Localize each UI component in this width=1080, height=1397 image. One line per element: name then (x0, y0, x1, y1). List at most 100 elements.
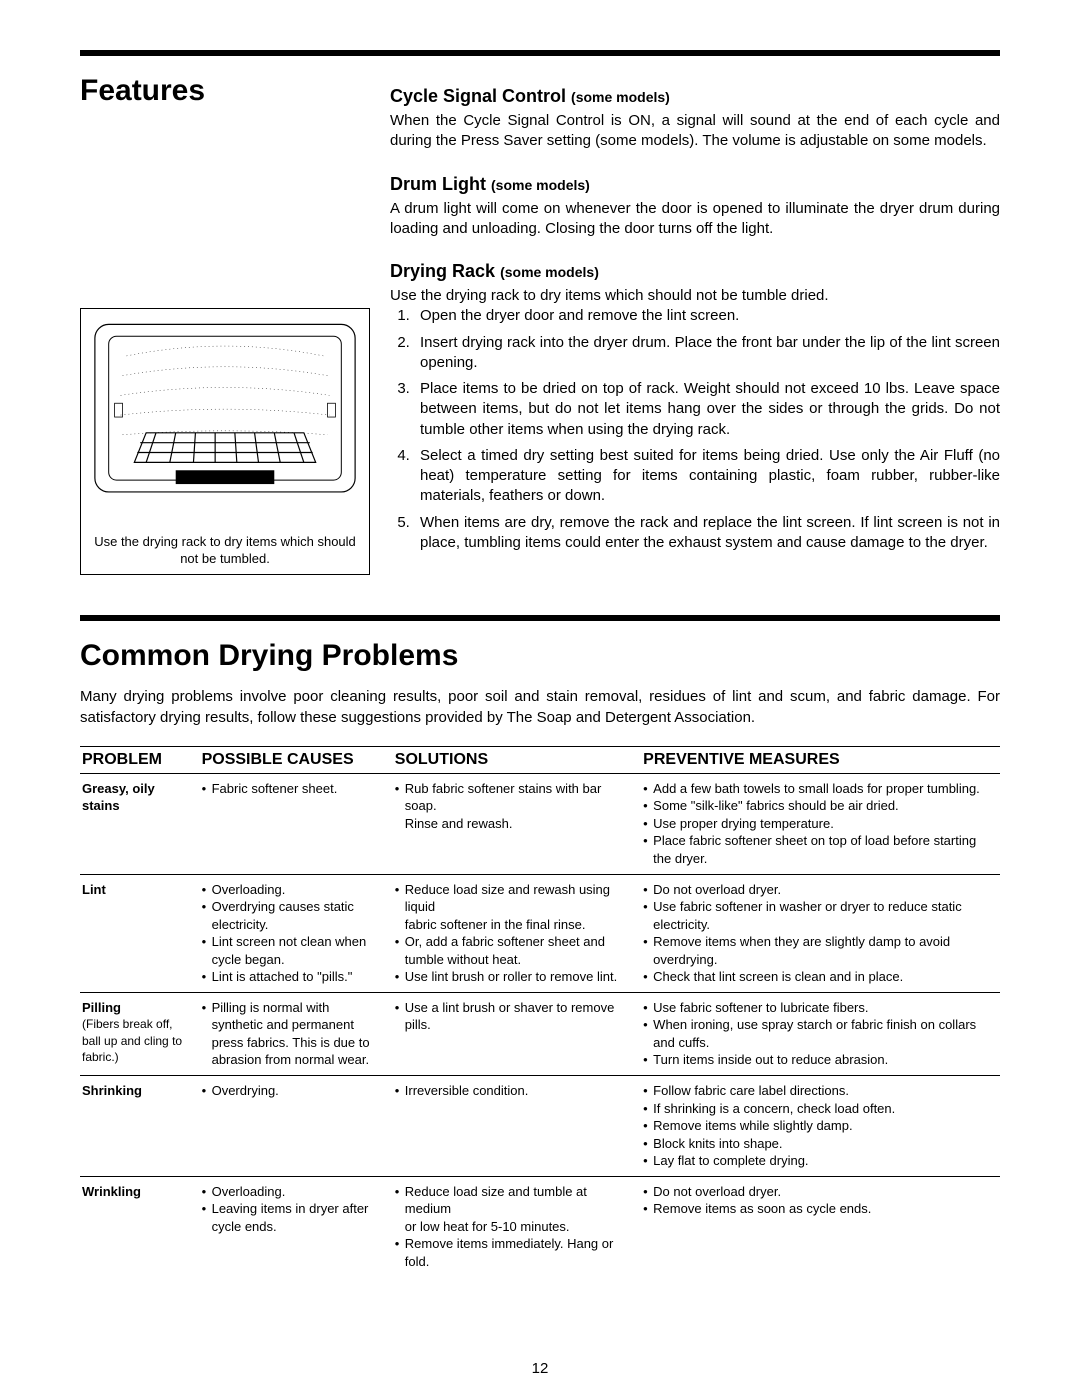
features-title: Features (80, 74, 370, 108)
solutions-cell: Reduce load size and tumble at medium or… (393, 1176, 641, 1276)
problem-name: Shrinking (82, 1082, 190, 1100)
dryer-illustration (87, 315, 363, 525)
header-prevent: PREVENTIVE MEASURES (641, 746, 1000, 773)
top-rule (80, 50, 1000, 56)
problems-table: PROBLEM POSSIBLE CAUSES SOLUTIONS PREVEN… (80, 746, 1000, 1277)
drying-rack-step: Open the dryer door and remove the lint … (414, 306, 1000, 326)
bullet-list: Pilling is normal with synthetic and per… (202, 999, 383, 1069)
problem-cell: Shrinking (80, 1075, 200, 1176)
drying-rack-heading: Drying Rack (some models) (390, 261, 1000, 282)
bullet-item: Place fabric softener sheet on top of lo… (643, 832, 990, 867)
bullet-item: Overloading. (202, 1183, 383, 1201)
causes-cell: Fabric softener sheet. (200, 773, 393, 874)
drying-rack-heading-main: Drying Rack (390, 261, 495, 281)
bullet-item: When ironing, use spray starch or fabric… (643, 1016, 990, 1051)
problem-cell: Lint (80, 874, 200, 992)
bullet-list: Use fabric softener to lubricate fibers.… (643, 999, 990, 1069)
features-left-col: Features (80, 74, 370, 575)
prevent-cell: Add a few bath towels to small loads for… (641, 773, 1000, 874)
drying-rack-steps: Open the dryer door and remove the lint … (390, 306, 1000, 553)
bullet-item: Reduce load size and tumble at medium or… (395, 1183, 631, 1236)
causes-cell: Overloading.Overdrying causes static ele… (200, 874, 393, 992)
bullet-item: Some "silk-like" fabrics should be air d… (643, 797, 990, 815)
bullet-item: Follow fabric care label directions. (643, 1082, 990, 1100)
bullet-list: Overloading.Overdrying causes static ele… (202, 881, 383, 986)
bullet-item: Irreversible condition. (395, 1082, 631, 1100)
bullet-item: Overloading. (202, 881, 383, 899)
header-solutions: SOLUTIONS (393, 746, 641, 773)
prevent-cell: Do not overload dryer.Remove items as so… (641, 1176, 1000, 1276)
bullet-list: Fabric softener sheet. (202, 780, 383, 798)
bullet-list: Overdrying. (202, 1082, 383, 1100)
bullet-item: Use fabric softener in washer or dryer t… (643, 898, 990, 933)
drum-light-body: A drum light will come on whenever the d… (390, 199, 1000, 240)
solutions-cell: Irreversible condition. (393, 1075, 641, 1176)
table-row: Lint Overloading.Overdrying causes static… (80, 874, 1000, 992)
problem-name: Wrinkling (82, 1183, 190, 1201)
bullet-list: Reduce load size and tumble at medium or… (395, 1183, 631, 1271)
drum-light-heading-sub: (some models) (491, 177, 590, 193)
table-row: Greasy, oily stains Fabric softener sheet… (80, 773, 1000, 874)
bullet-item: Overdrying. (202, 1082, 383, 1100)
bullet-item: Leaving items in dryer after cycle ends. (202, 1200, 383, 1235)
bullet-item: Lint screen not clean when cycle began. (202, 933, 383, 968)
prevent-cell: Follow fabric care label directions.If s… (641, 1075, 1000, 1176)
bullet-item: Use proper drying temperature. (643, 815, 990, 833)
bullet-item: Rub fabric softener stains with bar soap… (395, 780, 631, 833)
table-row: Pilling(Fibers break off, ball up and cl… (80, 992, 1000, 1075)
prevent-cell: Use fabric softener to lubricate fibers.… (641, 992, 1000, 1075)
prevent-cell: Do not overload dryer.Use fabric softene… (641, 874, 1000, 992)
bullet-list: Follow fabric care label directions.If s… (643, 1082, 990, 1170)
bullet-item: If shrinking is a concern, check load of… (643, 1100, 990, 1118)
bullet-list: Do not overload dryer.Use fabric softene… (643, 881, 990, 986)
problem-name: Pilling (82, 999, 190, 1017)
solutions-cell: Use a lint brush or shaver to remove pil… (393, 992, 641, 1075)
cycle-signal-heading-sub: (some models) (571, 89, 670, 105)
solutions-cell: Rub fabric softener stains with bar soap… (393, 773, 641, 874)
bullet-item: Use a lint brush or shaver to remove pil… (395, 999, 631, 1034)
solutions-cell: Reduce load size and rewash using liquid… (393, 874, 641, 992)
drying-rack-figure: Use the drying rack to dry items which s… (80, 308, 370, 575)
header-problem: PROBLEM (80, 746, 200, 773)
drying-rack-step: Select a timed dry setting best suited f… (414, 446, 1000, 507)
bullet-item: Use lint brush or roller to remove lint. (395, 968, 631, 986)
drying-rack-step: Place items to be dried on top of rack. … (414, 379, 1000, 440)
drum-light-heading: Drum Light (some models) (390, 174, 1000, 195)
bullet-item: Check that lint screen is clean and in p… (643, 968, 990, 986)
page-number: 12 (0, 1360, 1080, 1377)
bullet-item: Do not overload dryer. (643, 881, 990, 899)
bullet-item: Pilling is normal with synthetic and per… (202, 999, 383, 1069)
causes-cell: Overloading.Leaving items in dryer after… (200, 1176, 393, 1276)
bullet-item: Remove items while slightly damp. (643, 1117, 990, 1135)
bullet-item: Lay flat to complete drying. (643, 1152, 990, 1170)
bullet-item: Do not overload dryer. (643, 1183, 990, 1201)
bullet-item: Remove items immediately. Hang or fold. (395, 1235, 631, 1270)
figure-caption: Use the drying rack to dry items which s… (87, 534, 363, 568)
problems-title: Common Drying Problems (80, 639, 1000, 674)
bullet-item: Lint is attached to "pills." (202, 968, 383, 986)
bullet-item: Fabric softener sheet. (202, 780, 383, 798)
bullet-list: Use a lint brush or shaver to remove pil… (395, 999, 631, 1034)
bullet-list: Rub fabric softener stains with bar soap… (395, 780, 631, 833)
problem-name: Lint (82, 881, 190, 899)
section-rule (80, 615, 1000, 621)
bullet-item: Turn items inside out to reduce abrasion… (643, 1051, 990, 1069)
table-header-row: PROBLEM POSSIBLE CAUSES SOLUTIONS PREVEN… (80, 746, 1000, 773)
problem-cell: Pilling(Fibers break off, ball up and cl… (80, 992, 200, 1075)
problem-cell: Greasy, oily stains (80, 773, 200, 874)
bullet-item: Overdrying causes static electricity. (202, 898, 383, 933)
cycle-signal-heading-main: Cycle Signal Control (390, 86, 566, 106)
drum-light-heading-main: Drum Light (390, 174, 486, 194)
header-causes: POSSIBLE CAUSES (200, 746, 393, 773)
bullet-item: Reduce load size and rewash using liquid… (395, 881, 631, 934)
causes-cell: Overdrying. (200, 1075, 393, 1176)
bullet-item: Use fabric softener to lubricate fibers. (643, 999, 990, 1017)
bullet-item: Block knits into shape. (643, 1135, 990, 1153)
problems-intro: Many drying problems involve poor cleani… (80, 687, 1000, 728)
bullet-list: Overloading.Leaving items in dryer after… (202, 1183, 383, 1236)
problem-name: Greasy, oily stains (82, 780, 190, 815)
table-row: Shrinking Overdrying. Irreversible conditi… (80, 1075, 1000, 1176)
features-section: Features (80, 74, 1000, 575)
drying-rack-step: Insert drying rack into the dryer drum. … (414, 333, 1000, 374)
cycle-signal-body: When the Cycle Signal Control is ON, a s… (390, 111, 1000, 152)
